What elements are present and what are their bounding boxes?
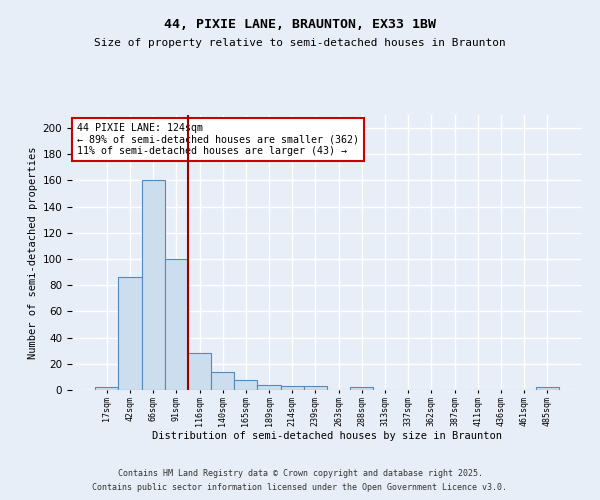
Text: 44 PIXIE LANE: 124sqm
← 89% of semi-detached houses are smaller (362)
11% of sem: 44 PIXIE LANE: 124sqm ← 89% of semi-deta… [77, 123, 359, 156]
Bar [95, 388, 118, 390]
Bar [536, 388, 559, 390]
Y-axis label: Number of semi-detached properties: Number of semi-detached properties [28, 146, 38, 359]
Bar [304, 386, 327, 390]
Bar [211, 372, 234, 390]
Text: Contains HM Land Registry data © Crown copyright and database right 2025.: Contains HM Land Registry data © Crown c… [118, 468, 482, 477]
Bar [234, 380, 257, 390]
Bar [281, 386, 304, 390]
Bar [350, 388, 373, 390]
Bar [257, 385, 281, 390]
Text: Size of property relative to semi-detached houses in Braunton: Size of property relative to semi-detach… [94, 38, 506, 48]
Text: 44, PIXIE LANE, BRAUNTON, EX33 1BW: 44, PIXIE LANE, BRAUNTON, EX33 1BW [164, 18, 436, 30]
X-axis label: Distribution of semi-detached houses by size in Braunton: Distribution of semi-detached houses by … [152, 431, 502, 441]
Bar [142, 180, 165, 390]
Text: Contains public sector information licensed under the Open Government Licence v3: Contains public sector information licen… [92, 484, 508, 492]
Bar [118, 278, 142, 390]
Bar [165, 259, 188, 390]
Bar [188, 354, 211, 390]
